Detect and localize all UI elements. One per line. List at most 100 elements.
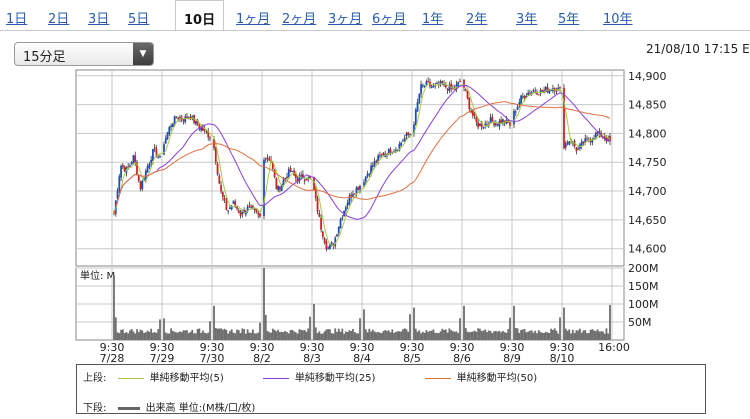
tab-12[interactable]: 5年 xyxy=(558,12,580,27)
candle-body xyxy=(494,123,497,126)
price-tick-label: 14,900 xyxy=(628,70,667,83)
candle-body xyxy=(546,87,549,93)
tab-3[interactable]: 5日 xyxy=(128,12,150,27)
tab-11[interactable]: 3年 xyxy=(516,12,538,27)
tab-4[interactable]: 10日 xyxy=(175,0,225,30)
volume-bar xyxy=(339,331,342,340)
candle-body xyxy=(223,197,226,201)
candle-body xyxy=(466,90,469,99)
candle-body xyxy=(323,238,326,243)
candle-body xyxy=(509,122,511,126)
x-tick-time: 9:30 xyxy=(400,341,425,354)
volume-bar xyxy=(607,333,610,340)
volume-bar xyxy=(603,333,606,340)
volume-bar xyxy=(316,333,319,340)
candle-body xyxy=(594,132,597,138)
volume-bar xyxy=(557,333,560,340)
volume-bar xyxy=(409,314,411,340)
volume-bar xyxy=(537,330,540,340)
candle-body xyxy=(555,90,558,92)
volume-bar xyxy=(363,309,365,340)
volume-bar xyxy=(294,332,297,340)
candle-body xyxy=(566,142,569,144)
volume-bar xyxy=(475,331,478,340)
tab-10[interactable]: 2年 xyxy=(466,12,488,27)
volume-bar xyxy=(571,329,574,340)
candle-body xyxy=(537,94,540,96)
candle-body xyxy=(236,206,238,209)
volume-bar xyxy=(584,330,587,340)
volume-bar xyxy=(152,332,154,340)
candle-body xyxy=(336,234,338,237)
volume-bar xyxy=(157,329,160,340)
candle-body xyxy=(175,117,178,119)
candle-body xyxy=(459,80,461,82)
tab-5[interactable]: 1ヶ月 xyxy=(236,12,271,27)
volume-bar xyxy=(382,331,385,340)
candle-body xyxy=(584,138,587,143)
volume-bar xyxy=(129,330,131,340)
candle-body xyxy=(418,93,421,103)
volume-bar xyxy=(589,329,592,340)
volume-bar xyxy=(436,332,438,340)
tab-9[interactable]: 1年 xyxy=(422,12,444,27)
price-tick-label: 14,650 xyxy=(628,214,667,227)
candle-body xyxy=(530,91,533,93)
tab-6[interactable]: 2ヶ月 xyxy=(282,12,317,27)
volume-bar xyxy=(120,329,122,340)
volume-bar xyxy=(284,331,287,340)
volume-bar xyxy=(163,318,165,340)
volume-bar xyxy=(548,333,551,340)
tab-7[interactable]: 3ヶ月 xyxy=(328,12,363,27)
candle-body xyxy=(444,85,447,88)
candle-body xyxy=(153,147,156,150)
volume-bar xyxy=(255,333,258,340)
candle-body xyxy=(536,93,538,95)
candle-body xyxy=(318,212,321,217)
interval-select[interactable]: 15分足 ▼ xyxy=(14,42,154,66)
ma25-line xyxy=(113,84,611,220)
x-tick-date: 8/4 xyxy=(353,352,371,365)
volume-bar xyxy=(191,329,194,340)
volume-bar xyxy=(205,333,208,340)
candle-body xyxy=(473,114,476,116)
tab-8[interactable]: 6ヶ月 xyxy=(372,12,407,27)
candle-body xyxy=(184,116,187,123)
candle-body xyxy=(491,116,494,122)
volume-bar xyxy=(250,332,253,340)
volume-bar xyxy=(193,333,195,340)
x-tick-time: 9:30 xyxy=(250,341,275,354)
volume-bar xyxy=(271,328,274,340)
candle-body xyxy=(470,110,472,113)
candle-body xyxy=(287,169,290,179)
candle-body xyxy=(341,217,344,220)
volume-bar xyxy=(223,328,226,340)
candle-body xyxy=(446,88,449,91)
candle-body xyxy=(179,117,181,119)
tab-2[interactable]: 3日 xyxy=(88,12,110,27)
volume-bar xyxy=(171,330,174,340)
candle-body xyxy=(387,148,390,155)
volume-bar xyxy=(282,332,285,340)
candle-body xyxy=(564,143,567,148)
volume-bar xyxy=(529,330,531,340)
volume-bar xyxy=(143,332,145,340)
tab-13[interactable]: 10年 xyxy=(603,12,633,27)
chevron-down-icon[interactable]: ▼ xyxy=(133,43,153,65)
volume-bar xyxy=(400,331,403,340)
candle-body xyxy=(334,237,337,247)
x-tick-time: 16:00 xyxy=(598,341,630,354)
volume-bar xyxy=(113,275,115,340)
legend-lower-row: 下段: 出来高 単位:(M株/口/枚) xyxy=(83,399,255,414)
candle-body xyxy=(137,175,140,181)
candle-body xyxy=(120,165,122,178)
volume-bar xyxy=(455,331,458,340)
ma50-line xyxy=(113,101,611,215)
volume-bar xyxy=(275,331,278,340)
volume-bar xyxy=(463,305,465,340)
volume-bar xyxy=(359,318,361,340)
tab-1[interactable]: 2日 xyxy=(48,12,70,27)
tab-0[interactable]: 1日 xyxy=(6,12,28,27)
volume-bar xyxy=(355,333,358,340)
candle-body xyxy=(302,174,304,179)
